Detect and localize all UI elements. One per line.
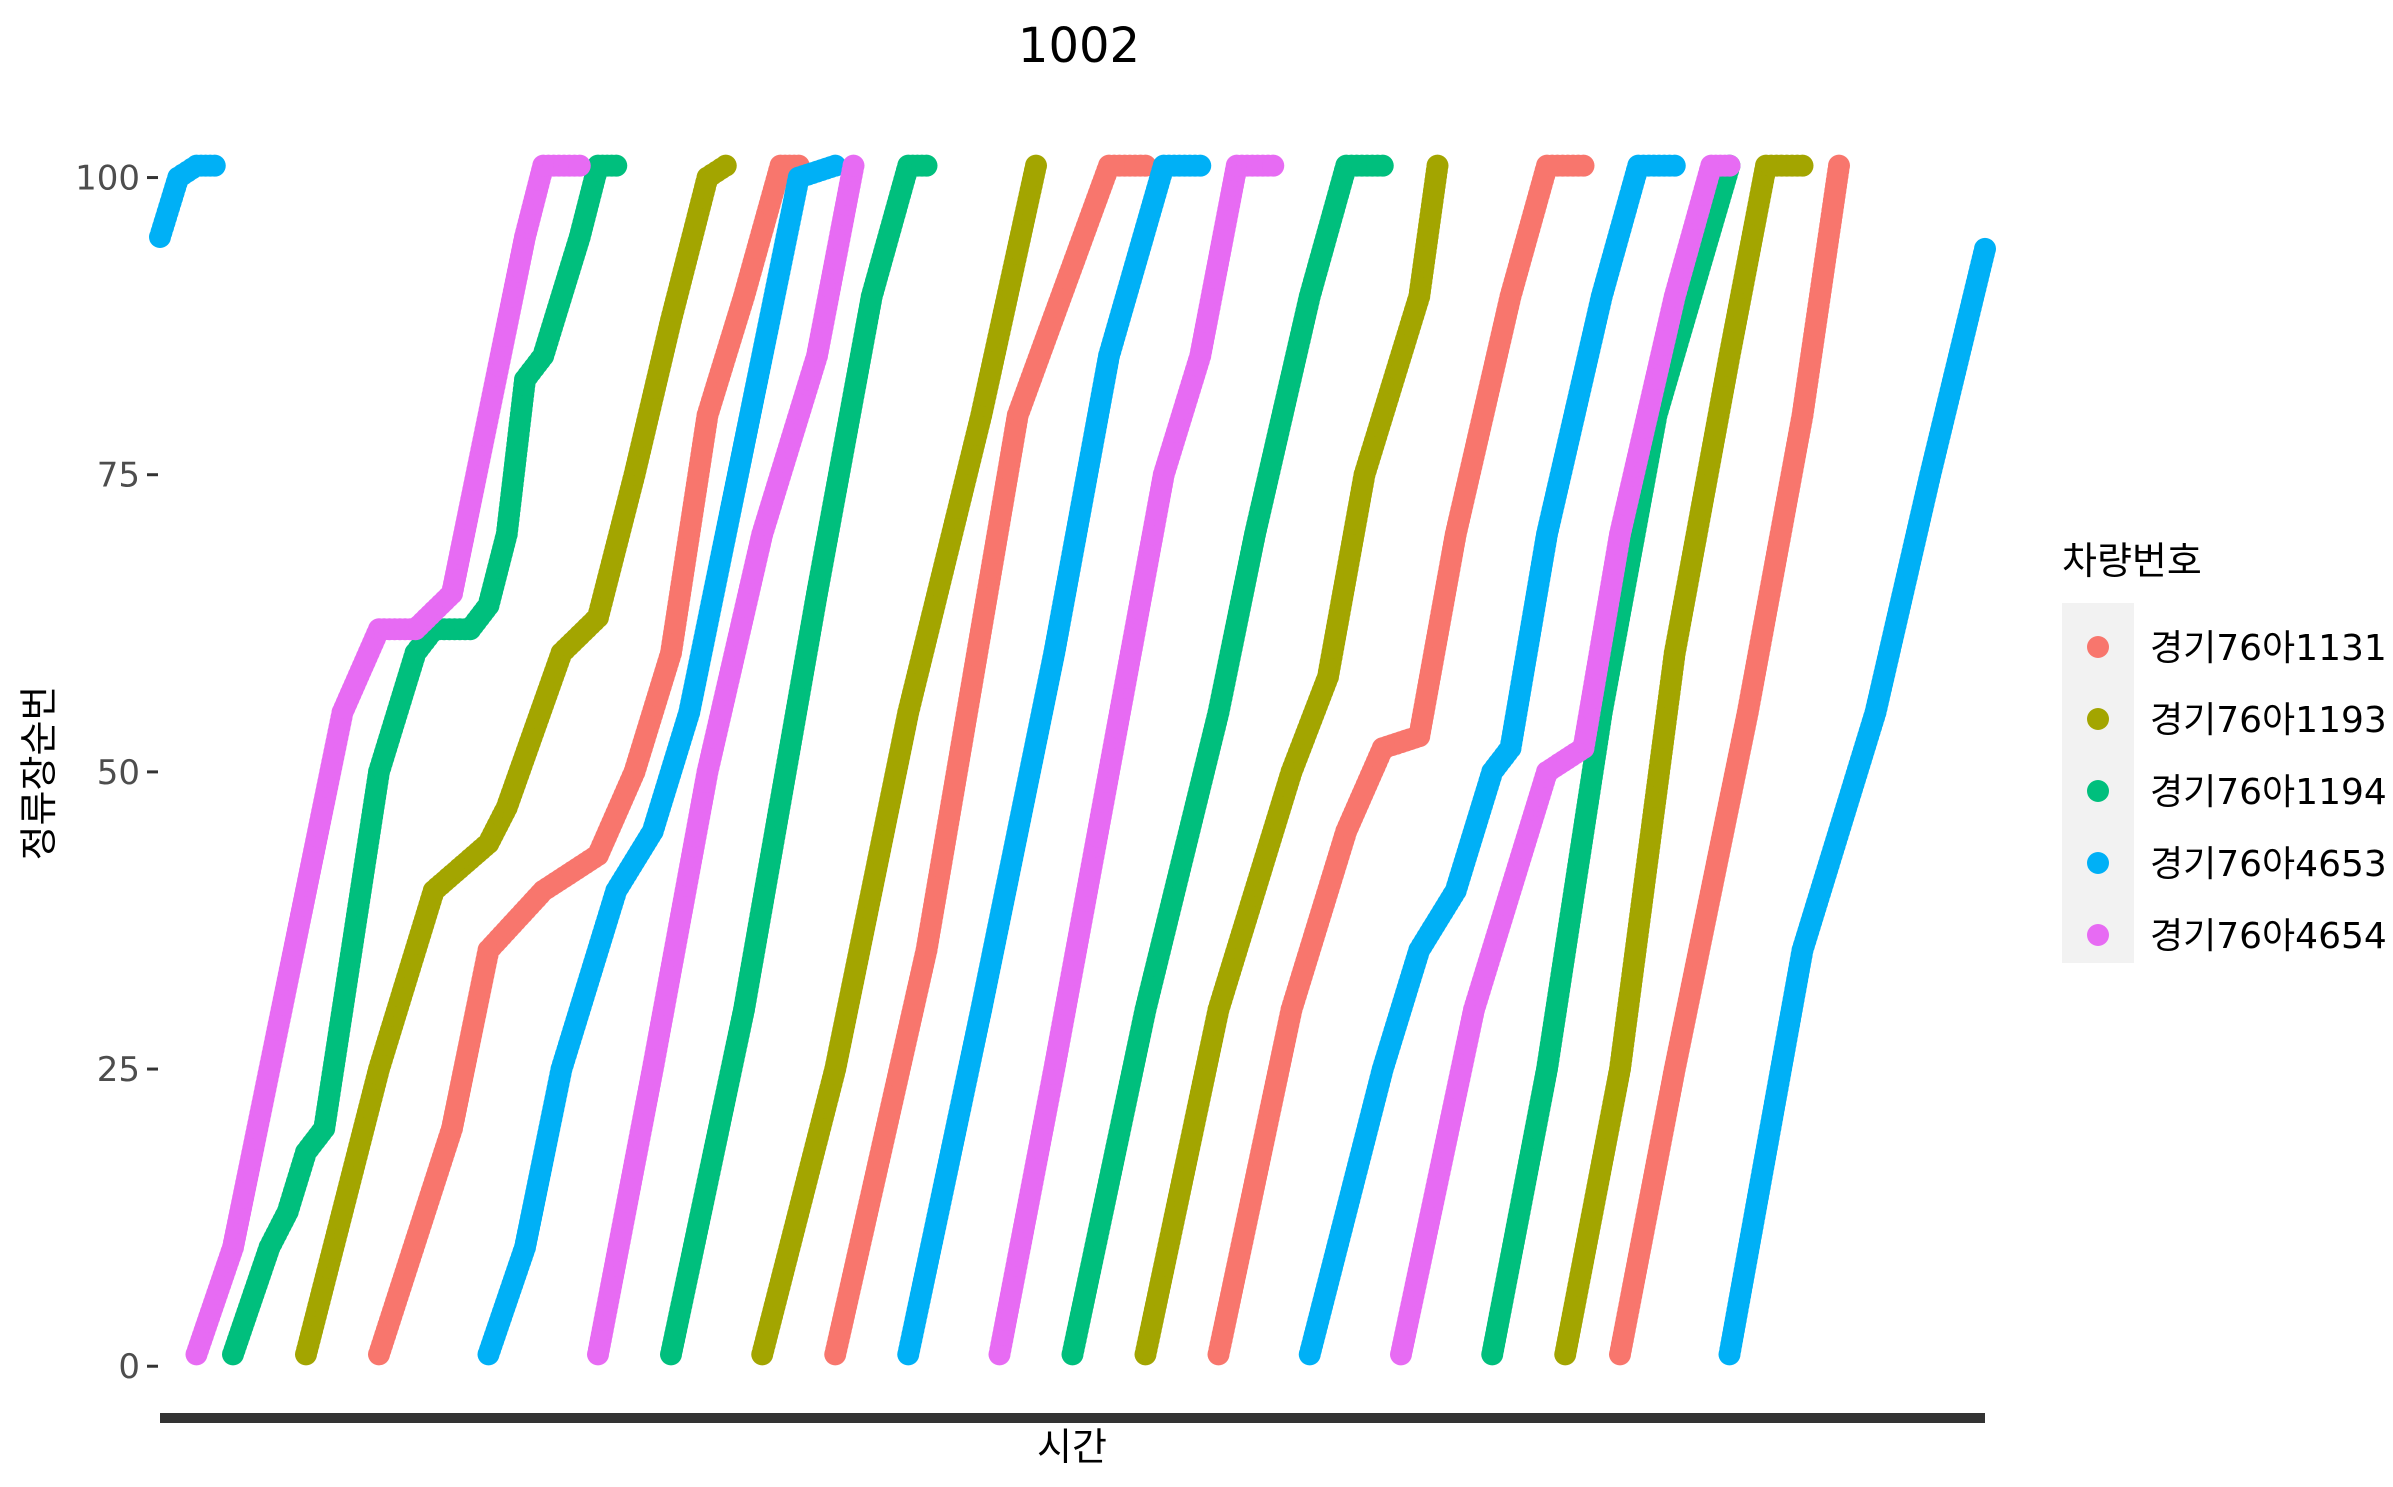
data-point — [1025, 154, 1047, 177]
y-tick-label: 25 — [97, 1050, 140, 1090]
y-axis-title: 정류장순번 — [17, 686, 61, 861]
data-point — [605, 154, 628, 177]
data-point — [1663, 154, 1686, 177]
data-point — [842, 154, 865, 177]
data-point — [1974, 237, 1996, 260]
x-axis-title: 시간 — [1037, 1425, 1107, 1469]
data-point — [568, 154, 591, 177]
data-point — [203, 154, 226, 177]
chart-title: 1002 — [1018, 18, 1140, 74]
data-point — [1371, 154, 1394, 177]
y-tick-label: 75 — [97, 456, 140, 496]
y-axis: 0 25 50 75 100 — [75, 159, 158, 1387]
plot-points — [149, 154, 1996, 1366]
data-point — [1262, 154, 1285, 177]
data-point — [1572, 154, 1595, 177]
y-tick-label: 50 — [97, 753, 140, 793]
data-point — [915, 154, 938, 177]
y-tick-label: 100 — [75, 159, 140, 199]
data-point — [1791, 154, 1814, 177]
data-point — [714, 154, 737, 177]
data-point — [1426, 154, 1449, 177]
data-point — [1828, 154, 1850, 177]
y-tick-label: 0 — [118, 1347, 140, 1387]
data-point — [1189, 154, 1212, 177]
